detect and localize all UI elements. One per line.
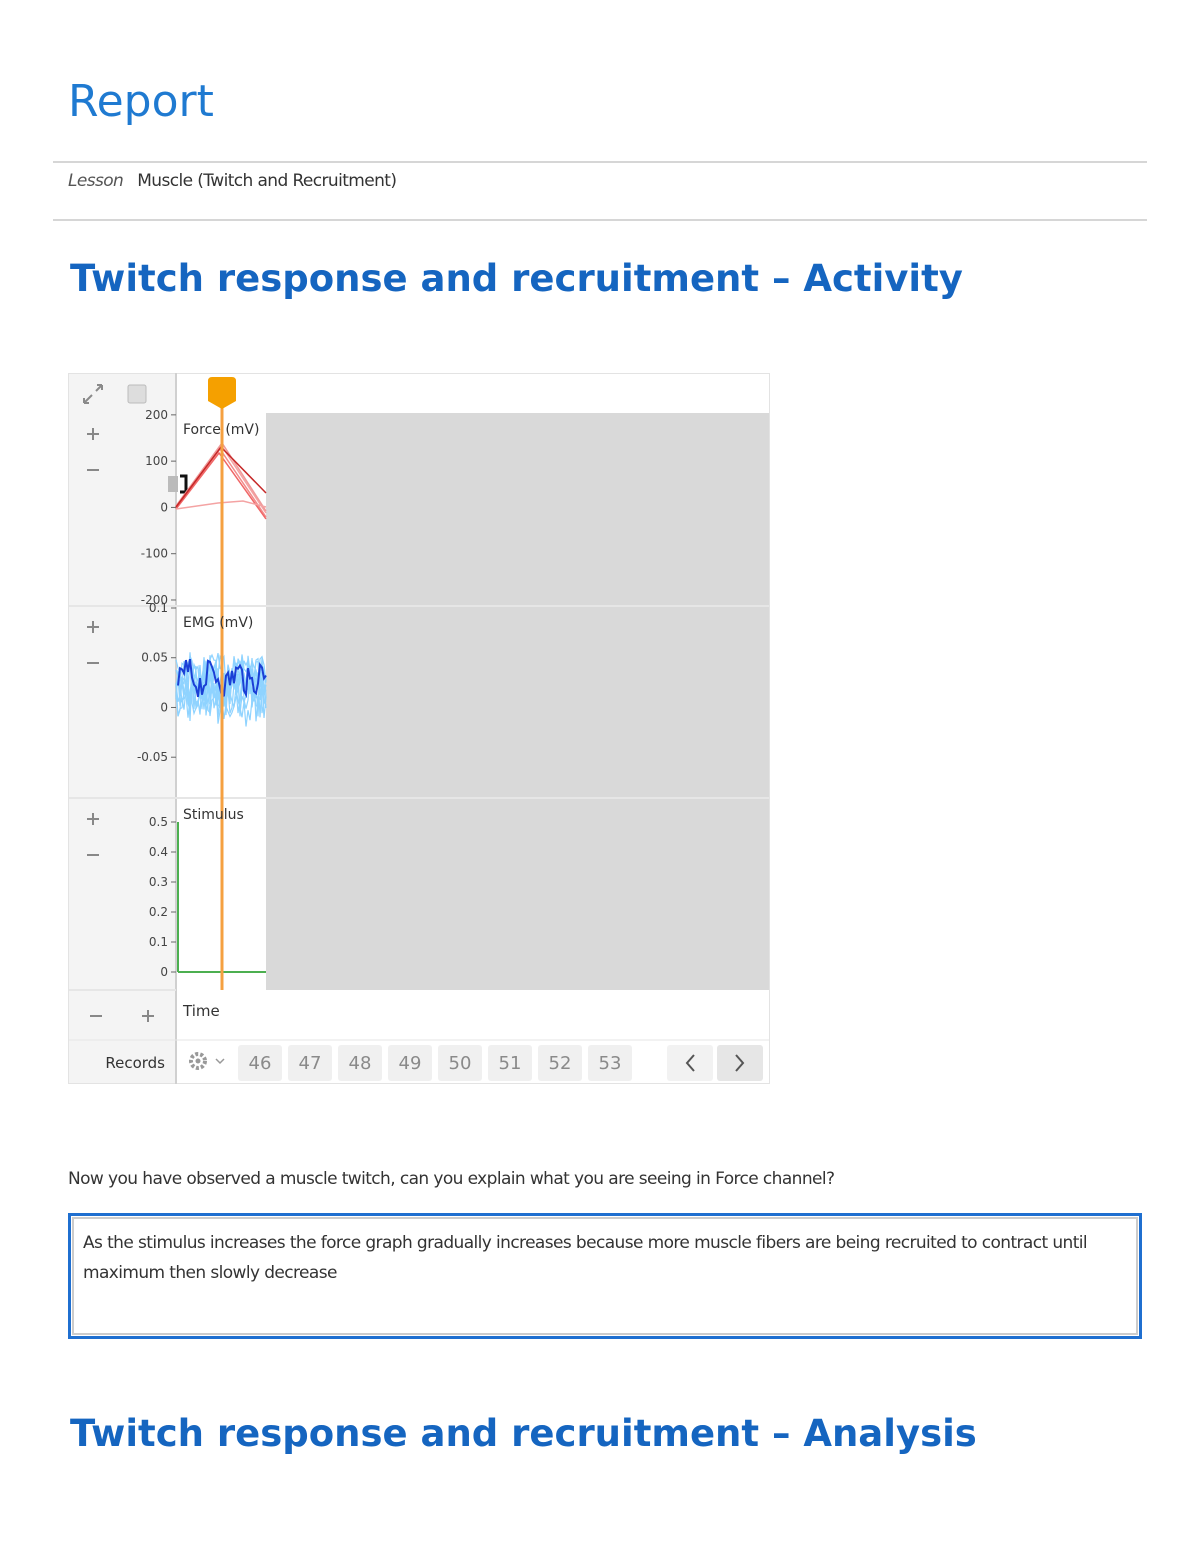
y-tick-label: 200 (145, 408, 168, 422)
record-button[interactable] (438, 1045, 482, 1081)
section-heading: Twitch response and recruitment – Analys… (70, 1412, 977, 1455)
section-heading: Twitch response and recruitment – Activi… (70, 257, 963, 300)
record-number: 51 (499, 1053, 522, 1074)
y-tick-label: 0 (160, 965, 168, 979)
record-button[interactable] (588, 1045, 632, 1081)
question: Now you have observed a muscle twitch, c… (68, 1169, 835, 1189)
record-button[interactable] (338, 1045, 382, 1081)
record-button[interactable] (388, 1045, 432, 1081)
time-label: Time (182, 1002, 220, 1020)
lesson-row: Lesson Muscle (Twitch and Recruitment) (68, 171, 397, 191)
prev-button[interactable] (667, 1045, 713, 1081)
lesson-value: Muscle (Twitch and Recruitment) (137, 171, 397, 191)
y-tick-label: 100 (145, 454, 168, 468)
record-number: 50 (449, 1053, 472, 1074)
record-button[interactable] (538, 1045, 582, 1081)
y-tick-label: 0.05 (141, 651, 168, 665)
data-viewer: Records Time 200 100 0 -100 -200 Force (mV) 0.… (68, 373, 770, 1084)
y-tick-label: -0.05 (137, 750, 168, 764)
record-button[interactable] (238, 1045, 282, 1081)
scale-handle[interactable] (168, 476, 178, 492)
y-tick-label: 0.1 (149, 601, 168, 615)
y-tick-label: 0.4 (149, 845, 168, 859)
divider (53, 219, 1147, 221)
record-number: 52 (549, 1053, 572, 1074)
next-icon (735, 1054, 745, 1072)
lesson-label: Lesson (68, 171, 124, 191)
next-button[interactable] (717, 1045, 763, 1081)
record-number: 48 (349, 1053, 372, 1074)
records-label: Records (105, 1054, 165, 1072)
channel-label: Stimulus (183, 807, 244, 823)
sidebar (69, 374, 176, 1083)
record-button[interactable] (488, 1045, 532, 1081)
y-tick-label: 0.3 (149, 875, 168, 889)
channel-label: EMG (mV) (183, 615, 253, 631)
expand-icon[interactable] (83, 384, 103, 404)
y-tick-label: 0.1 (149, 935, 168, 949)
record-number: 49 (399, 1053, 422, 1074)
divider (53, 161, 1147, 163)
zoom-buttons[interactable] (87, 428, 154, 1022)
record-number: 53 (599, 1053, 622, 1074)
y-tick-label: -200 (141, 593, 168, 607)
report-title: Report (68, 76, 214, 127)
y-tick-label: 0.5 (149, 815, 168, 829)
settings-button[interactable] (189, 1052, 225, 1070)
channel-label: Force (mV) (183, 422, 259, 438)
y-tick-label: 0 (160, 700, 168, 714)
record-number: 47 (299, 1053, 322, 1074)
cursor-handle[interactable] (208, 377, 236, 409)
empty-plot-area (266, 413, 769, 990)
force-traces (175, 441, 267, 520)
answer-box[interactable]: As the stimulus increases the force grap… (68, 1213, 1142, 1339)
y-tick-label: -100 (141, 547, 168, 561)
record-number: 46 (249, 1053, 272, 1074)
record-button[interactable] (288, 1045, 332, 1081)
record-icon[interactable] (127, 384, 147, 404)
prev-icon (685, 1054, 695, 1072)
y-tick-label: 0.2 (149, 905, 168, 919)
y-tick-label: 0 (160, 500, 168, 514)
scale-bracket[interactable] (180, 474, 188, 494)
